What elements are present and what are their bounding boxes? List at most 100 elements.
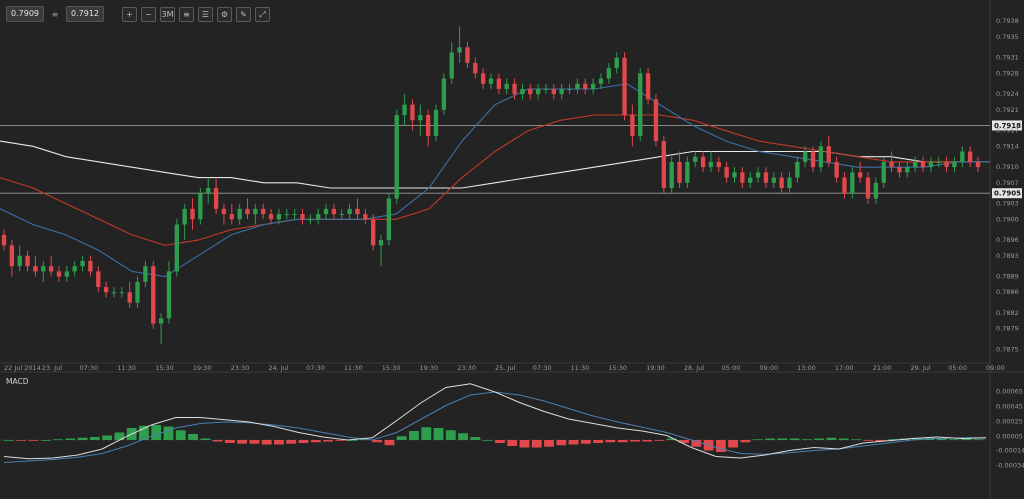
- candle-body: [284, 214, 289, 216]
- candle-body: [158, 318, 164, 324]
- candle-body: [308, 219, 313, 221]
- macd-histogram-bar: [163, 426, 174, 440]
- time-axis-label: 07:30: [306, 364, 325, 372]
- price-axis-tick: 0.7907: [996, 179, 1019, 187]
- macd-histogram-bar: [715, 440, 726, 452]
- macd-title: MACD: [6, 377, 29, 386]
- macd-axis-tick: 0.00025: [996, 417, 1023, 425]
- candle-body: [496, 78, 502, 89]
- level-price-tag: [992, 120, 1022, 131]
- price-axis-tick: 0.7882: [996, 309, 1019, 317]
- candle-body: [64, 271, 69, 277]
- candle-body: [394, 115, 399, 199]
- candle-body: [575, 83, 580, 89]
- macd-histogram-bar: [335, 440, 346, 441]
- macd-histogram-bar: [863, 440, 874, 441]
- candle-body: [143, 266, 148, 282]
- moving-average-line: [0, 83, 990, 278]
- candle-body: [245, 208, 250, 215]
- macd-histogram-bar: [445, 430, 456, 440]
- macd-histogram-bar: [458, 433, 468, 440]
- candle-body: [677, 161, 682, 183]
- price-axis-tick: 0.7931: [996, 54, 1019, 62]
- candle-body: [590, 83, 596, 89]
- zoom-in-icon[interactable]: +: [122, 6, 137, 22]
- macd-histogram-bar: [224, 440, 235, 443]
- candle-body: [339, 214, 344, 216]
- time-axis-label: 07:30: [533, 364, 552, 372]
- candle-body: [661, 141, 666, 188]
- macd-histogram-bar: [507, 440, 518, 446]
- macd-histogram-bar: [568, 440, 579, 445]
- price-axis-tick: 0.7879: [996, 325, 1019, 333]
- candle-body: [56, 271, 62, 277]
- time-axis-label: 23. Jul: [42, 364, 62, 372]
- candle-body: [944, 161, 949, 168]
- time-axis-label: 17:00: [835, 364, 854, 372]
- moving-average-line: [0, 114, 990, 246]
- macd-histogram-bar: [814, 438, 824, 440]
- price-axis-tick: 0.7938: [996, 17, 1019, 25]
- candle-body: [520, 88, 525, 95]
- candle-body: [371, 219, 376, 246]
- candle-body: [748, 177, 753, 183]
- candle-body: [72, 266, 77, 272]
- macd-histogram-bar: [912, 437, 923, 440]
- zoom-out-icon[interactable]: −: [141, 6, 156, 22]
- candle-body: [960, 151, 965, 162]
- candle-body: [135, 281, 140, 303]
- candle-body: [261, 208, 266, 215]
- time-axis-label: 23:30: [457, 364, 476, 372]
- candle-body: [850, 172, 855, 194]
- draw-icon[interactable]: ✎: [236, 6, 251, 22]
- level-price-label: 0.7918: [994, 122, 1021, 130]
- candle-body: [535, 88, 541, 95]
- candle-body: [363, 214, 368, 220]
- indicators-icon[interactable]: ≡: [179, 6, 194, 22]
- macd-histogram-bar: [850, 439, 861, 441]
- candle-body: [253, 208, 258, 215]
- time-axis-label: 15:30: [382, 364, 401, 372]
- candle-body: [473, 62, 478, 74]
- candle-body: [426, 115, 431, 136]
- candle-body: [763, 172, 769, 183]
- candle-body: [323, 208, 329, 215]
- macd-histogram-bar: [347, 440, 358, 441]
- candle-body: [567, 88, 572, 90]
- candle-body: [441, 78, 447, 110]
- macd-histogram-bar: [961, 438, 972, 440]
- candle-body: [622, 57, 627, 116]
- fullscreen-icon[interactable]: ⤢: [255, 6, 270, 22]
- macd-histogram-bar: [310, 440, 321, 443]
- candle-body: [653, 99, 659, 142]
- level-price-tag: [992, 188, 1022, 199]
- candle-body: [928, 161, 934, 168]
- time-axis-label: 24. Jul: [268, 364, 288, 372]
- macd-histogram-bar: [740, 440, 751, 443]
- candle-body: [645, 73, 651, 100]
- macd-line: [3, 383, 987, 460]
- time-axis-label: 15:30: [155, 364, 174, 372]
- ask-price[interactable]: 0.7912: [66, 6, 104, 22]
- candle-body: [292, 214, 297, 216]
- macd-histogram-bar: [728, 440, 739, 448]
- macd-histogram-bar: [212, 440, 223, 442]
- settings-icon[interactable]: ⚙: [217, 6, 232, 22]
- candle-body: [433, 109, 439, 136]
- candle-body: [787, 177, 792, 188]
- macd-histogram-bar: [286, 440, 297, 444]
- macd-histogram-bar: [605, 440, 616, 443]
- candle-body: [418, 115, 423, 121]
- candle-body: [826, 146, 831, 162]
- candle-body: [316, 214, 321, 220]
- candle-body: [724, 167, 729, 178]
- price-axis-tick: 0.7935: [996, 33, 1019, 41]
- candle-body: [700, 156, 706, 168]
- timeframe-button[interactable]: 3M: [160, 6, 175, 22]
- bid-price[interactable]: 0.7909: [6, 6, 44, 22]
- macd-histogram-bar: [175, 430, 186, 440]
- candle-body: [779, 177, 784, 188]
- candle-body: [378, 240, 384, 246]
- list-icon[interactable]: ☰: [198, 6, 213, 22]
